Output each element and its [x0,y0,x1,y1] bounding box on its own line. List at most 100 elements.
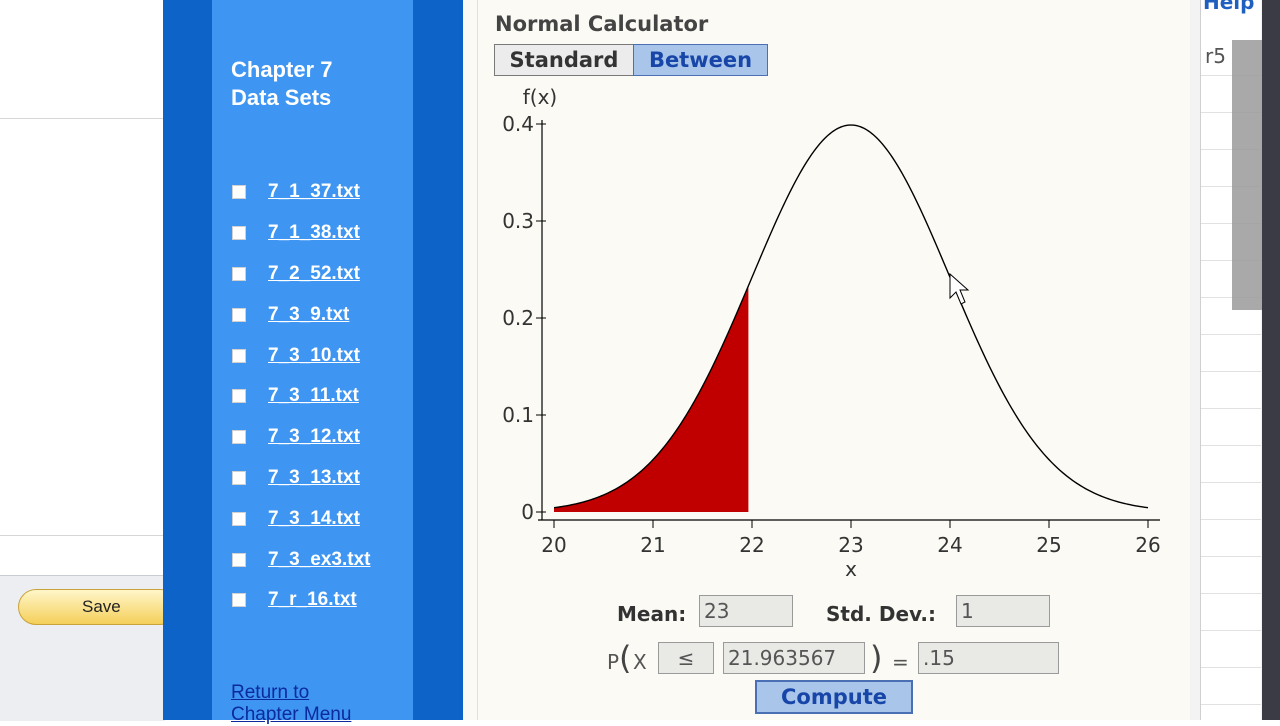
data-set-checkbox[interactable] [232,266,246,281]
data-set-link[interactable]: 7_1_38.txt [268,222,360,244]
return-link-line[interactable]: Chapter Menu [231,704,352,725]
grid-line [1201,482,1261,483]
grid-line [1201,112,1261,113]
equals-sign: = [892,650,909,674]
grid-line [1201,297,1261,298]
x-tick-label: 24 [937,533,962,557]
operator-select[interactable]: ≤ [658,642,714,674]
data-set-link[interactable]: 7_r_16.txt [268,589,357,611]
data-set-checkbox[interactable] [232,470,246,485]
data-set-checkbox[interactable] [232,389,246,404]
data-set-link[interactable]: 7_3_12.txt [268,426,360,448]
grid-line [1201,260,1261,261]
data-set-checkbox[interactable] [232,430,246,445]
grid-line [1201,186,1261,187]
data-set-link[interactable]: 7_3_11.txt [268,385,359,407]
grid-line [1201,371,1261,372]
data-set-link[interactable]: 7_1_37.txt [268,181,360,203]
spreadsheet-cell: r5 [1205,44,1226,68]
mean-label: Mean: [617,602,687,626]
y-tick-label: 0 [521,500,534,524]
data-set-checkbox[interactable] [232,307,246,322]
desktop-edge [1262,0,1280,720]
grid-line [1201,408,1261,409]
std-dev-input[interactable]: 1 [956,595,1050,627]
data-set-checkbox[interactable] [232,348,246,363]
data-set-item: 7_3_11.txt [232,376,370,417]
data-set-checkbox[interactable] [232,552,246,567]
open-paren: ( [619,639,632,677]
grid-line [1201,334,1261,335]
return-link-line[interactable]: Return to [231,682,310,703]
data-set-item: 7_3_14.txt [232,498,370,539]
probability-variable: X [633,650,647,674]
data-set-item: 7_1_37.txt [232,172,370,213]
data-set-item: 7_2_52.txt [232,254,370,295]
scrollbar-thumb[interactable] [1232,40,1266,310]
help-link[interactable]: Help [1203,0,1255,14]
shaded-probability-region [554,285,749,512]
data-set-item: 7_r_16.txt [232,580,370,621]
x-tick-label: 21 [640,533,665,557]
y-tick-label: 0.4 [502,112,534,136]
grid-line [1201,667,1261,668]
data-set-link[interactable]: 7_3_10.txt [268,344,360,366]
y-tick-label: 0.3 [502,209,534,233]
compute-button[interactable]: Compute [755,680,913,714]
grid-line [1201,149,1261,150]
grid-line [1201,75,1261,76]
data-set-item: 7_1_38.txt [232,213,370,254]
y-axis-label: f(x) [523,85,557,109]
grid-line [1201,223,1261,224]
divider [0,535,165,536]
data-set-list: 7_1_37.txt 7_1_38.txt 7_2_52.txt 7_3_9.txt 7… [232,172,370,621]
mouse-cursor-icon [949,272,970,305]
data-set-link[interactable]: 7_3_14.txt [268,507,360,529]
data-set-link[interactable]: 7_3_9.txt [268,303,350,325]
tab-standard[interactable]: Standard [494,44,634,76]
y-tick-label: 0.2 [502,306,534,330]
save-button[interactable]: Save [18,589,178,625]
grid-line [1201,593,1261,594]
data-set-checkbox[interactable] [232,185,246,200]
return-to-chapter-menu-link[interactable]: Return to Chapter Menu [231,682,401,726]
x-tick-label: 25 [1036,533,1061,557]
x-axis-label: x [845,557,857,581]
data-set-item: 7_3_9.txt [232,294,370,335]
normal-distribution-chart: 20 21 22 23 24 25 26 0 0.1 0.2 0.3 0.4 f(x) x [502,85,1161,581]
x-tick-label: 26 [1135,533,1160,557]
panel-edge [477,0,478,720]
mean-input[interactable]: 23 [699,595,793,627]
grid-line [1201,556,1261,557]
sidebar-title-line: Chapter 7 [231,57,333,82]
data-set-checkbox[interactable] [232,593,246,608]
grid-line [1201,630,1261,631]
density-curve [553,124,1149,509]
data-set-item: 7_3_12.txt [232,417,370,458]
grid-line [1201,445,1261,446]
data-set-item: 7_3_ex3.txt [232,539,370,580]
data-set-checkbox[interactable] [232,226,246,241]
x-value-input[interactable]: 21.963567 [723,642,865,674]
std-dev-label: Std. Dev.: [826,602,937,626]
probability-prefix: P [607,650,620,674]
x-tick-label: 22 [739,533,764,557]
x-tick-label: 20 [541,533,566,557]
data-set-link[interactable]: 7_2_52.txt [268,262,360,284]
data-set-link[interactable]: 7_3_13.txt [268,466,360,488]
close-paren: ) [870,639,883,677]
data-set-checkbox[interactable] [232,511,246,526]
y-tick-label: 0.1 [502,403,534,427]
divider [0,118,165,119]
grid-line [1201,704,1261,705]
probability-output[interactable]: .15 [918,642,1059,674]
grid-line [1201,519,1261,520]
tab-between[interactable]: Between [633,44,768,76]
data-set-link[interactable]: 7_3_ex3.txt [268,548,371,570]
sidebar-title: Chapter 7 Data Sets [231,56,401,112]
data-set-item: 7_3_13.txt [232,458,370,499]
normal-calculator-panel [463,0,1203,720]
sidebar-title-line: Data Sets [231,85,332,110]
data-set-item: 7_3_10.txt [232,335,370,376]
x-tick-label: 23 [838,533,863,557]
